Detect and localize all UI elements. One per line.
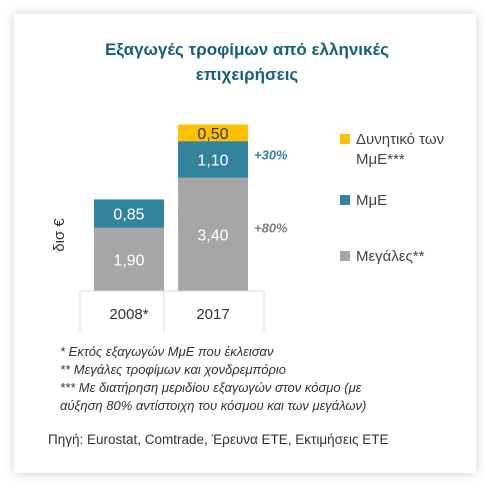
legend-swatch-large	[340, 251, 350, 261]
legend-swatch-sme	[340, 195, 350, 205]
category-label-0: 2008*	[109, 306, 148, 323]
bar-value-label-0-0: 1,90	[113, 252, 144, 269]
bar-1-series-2	[178, 124, 248, 142]
bar-value-label-1-1: 1,10	[197, 152, 228, 169]
bar-1-series-0	[178, 177, 248, 291]
growth-annotation-0: +30%	[254, 147, 288, 162]
note-3: *** Με διατήρηση μεριδίου εξαγωγών στον …	[60, 380, 362, 395]
growth-annotation-1: +80%	[254, 220, 288, 235]
chart-title-line2: επιχειρήσεις	[195, 65, 299, 84]
chart-title-line1: Εξαγωγές τροφίμων από ελληνικές	[104, 40, 390, 59]
bar-0-series-1	[94, 199, 164, 228]
legend-potential-line2: ΜμΕ***	[356, 151, 405, 168]
bar-value-label-1-2: 0,50	[197, 126, 228, 143]
note-1: * Εκτός εξαγωγών ΜμΕ που έκλεισαν	[60, 344, 274, 359]
bar-value-label-1-0: 3,40	[197, 227, 228, 244]
category-label-1: 2017	[196, 306, 229, 323]
source-text: Πηγή: Eurostat, Comtrade, Έρευνα ΕΤΕ, Εκ…	[48, 432, 389, 447]
note-4: αύξηση 80% αντίστοιχη του κόσμου και των…	[60, 398, 367, 413]
note-2: ** Μεγάλες τροφίμων και χονδρεμπόριο	[60, 362, 287, 377]
legend-potential-line1: Δυνητικό των	[356, 131, 445, 148]
legend-large: Μεγάλες**	[356, 248, 425, 265]
bar-value-label-0-1: 0,85	[113, 207, 144, 224]
bar-0-series-0	[94, 227, 164, 291]
bar-1-series-1	[178, 141, 248, 178]
y-axis-label: δισ €	[51, 218, 68, 252]
legend-swatch-potential	[340, 134, 350, 144]
legend-sme: ΜμΕ	[356, 192, 388, 209]
